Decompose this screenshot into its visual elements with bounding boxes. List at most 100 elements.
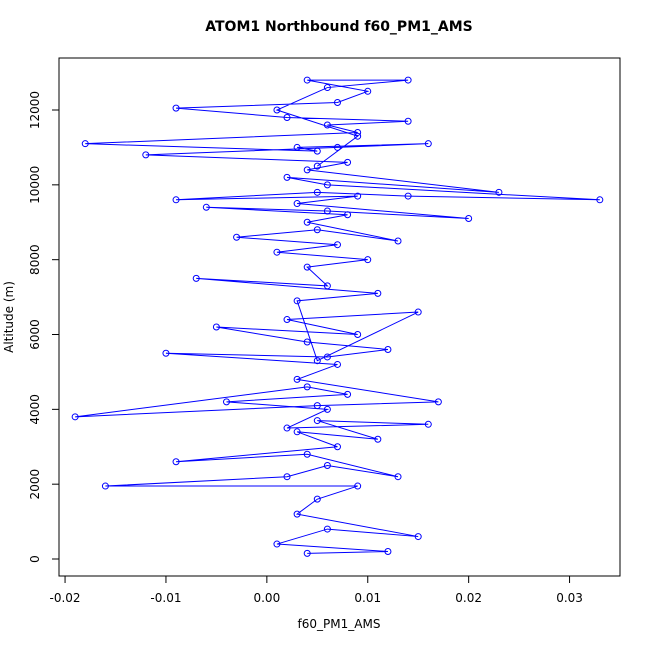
data-point	[414, 308, 422, 316]
data-point	[172, 196, 180, 204]
y-tick-label: 6000	[28, 319, 42, 350]
data-point	[354, 482, 362, 490]
data-point	[313, 495, 321, 503]
data-point	[354, 132, 362, 140]
data-point	[333, 443, 341, 451]
y-tick-label: 0	[28, 555, 42, 563]
data-point	[283, 113, 291, 121]
data-point	[344, 211, 352, 219]
data-point	[313, 147, 321, 155]
x-axis-label: f60_PM1_AMS	[298, 617, 381, 631]
data-point	[273, 540, 281, 548]
x-tick-label: 0.02	[455, 591, 482, 605]
data-point	[323, 353, 331, 361]
data-point	[323, 181, 331, 189]
data-point	[323, 282, 331, 290]
data-point	[414, 533, 422, 541]
data-point	[142, 151, 150, 159]
data-point	[303, 166, 311, 174]
x-tick-label: 0.00	[253, 591, 280, 605]
data-point	[313, 162, 321, 170]
data-point	[394, 473, 402, 481]
data-point	[303, 549, 311, 557]
y-axis-label: Altitude (m)	[2, 281, 16, 353]
data-point	[273, 248, 281, 256]
data-point	[344, 158, 352, 166]
data-point	[323, 121, 331, 129]
data-point	[313, 402, 321, 410]
data-point	[354, 192, 362, 200]
data-point	[293, 375, 301, 383]
data-point	[465, 215, 473, 223]
y-tick-label: 2000	[28, 469, 42, 500]
data-point	[293, 200, 301, 208]
data-point	[303, 218, 311, 226]
plot-frame	[58, 57, 621, 577]
data-point	[283, 473, 291, 481]
data-point	[404, 76, 412, 84]
data-point	[303, 450, 311, 458]
data-point	[101, 482, 109, 490]
data-point	[333, 360, 341, 368]
data-point	[384, 548, 392, 556]
data-point	[323, 84, 331, 92]
data-point	[303, 76, 311, 84]
data-point	[333, 99, 341, 107]
data-point	[374, 435, 382, 443]
data-point	[303, 383, 311, 391]
data-point	[323, 405, 331, 413]
data-point	[313, 417, 321, 425]
data-point	[212, 323, 220, 331]
data-point	[162, 349, 170, 357]
data-point	[303, 338, 311, 346]
data-point	[364, 87, 372, 95]
data-point	[293, 510, 301, 518]
data-point	[313, 188, 321, 196]
data-point	[172, 104, 180, 112]
y-tick-label: 12000	[28, 91, 42, 129]
y-tick-label: 10000	[28, 166, 42, 204]
data-point	[323, 207, 331, 215]
data-point	[424, 420, 432, 428]
data-point	[354, 128, 362, 136]
data-point	[202, 203, 210, 211]
data-point	[596, 196, 604, 204]
data-point	[283, 316, 291, 324]
data-point	[71, 413, 79, 421]
data-point	[172, 458, 180, 466]
x-tick-label: -0.01	[150, 591, 181, 605]
data-point	[303, 263, 311, 271]
data-point	[394, 237, 402, 245]
data-point	[354, 331, 362, 339]
x-tick-label: 0.03	[556, 591, 583, 605]
data-point	[364, 256, 372, 264]
data-point	[283, 173, 291, 181]
data-point	[293, 297, 301, 305]
data-point	[434, 398, 442, 406]
data-point	[495, 188, 503, 196]
data-point	[273, 106, 281, 114]
data-point	[323, 525, 331, 533]
x-tick-label: 0.01	[354, 591, 381, 605]
data-point	[333, 143, 341, 151]
y-tick-label: 4000	[28, 394, 42, 425]
data-point	[404, 192, 412, 200]
data-point	[323, 461, 331, 469]
data-point	[333, 241, 341, 249]
data-point	[313, 226, 321, 234]
data-point	[374, 289, 382, 297]
y-tick-label: 8000	[28, 244, 42, 275]
data-point	[222, 398, 230, 406]
data-point	[404, 117, 412, 125]
data-point	[192, 274, 200, 282]
data-point	[233, 233, 241, 241]
data-point	[293, 143, 301, 151]
data-point	[344, 390, 352, 398]
data-point	[313, 357, 321, 365]
data-point	[293, 428, 301, 436]
data-point	[424, 140, 432, 148]
chart-title: ATOM1 Northbound f60_PM1_AMS	[205, 19, 472, 35]
data-point	[283, 424, 291, 432]
